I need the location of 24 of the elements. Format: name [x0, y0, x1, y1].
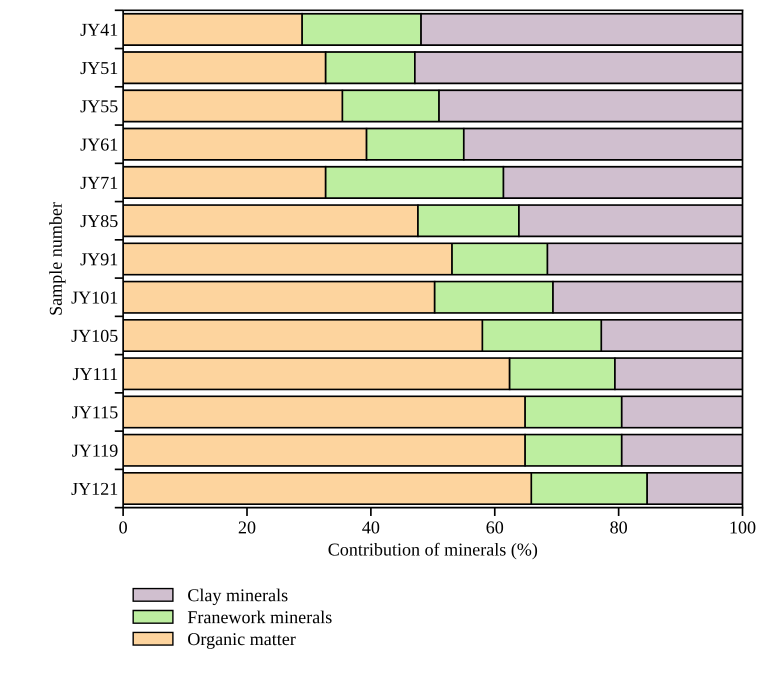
x-tick-label: 60: [486, 521, 504, 534]
legend-label: Franework minerals: [188, 610, 332, 624]
y-tick-label: JY41: [80, 24, 118, 36]
y-tick-label: JY85: [80, 214, 118, 228]
y-tick-label: JY61: [80, 138, 118, 151]
y-tick-label: JY91: [80, 253, 118, 266]
legend-label: Clay minerals: [188, 588, 288, 606]
x-tick-label: 40: [362, 521, 380, 534]
y-tick-label: JY55: [80, 100, 118, 112]
x-tick-label: 80: [610, 521, 627, 534]
x-tick-label: 0: [119, 521, 127, 534]
y-tick-label: JY51: [80, 62, 118, 74]
x-axis-title: Contribution of minerals (%): [328, 542, 538, 560]
legend-label: Organic matter: [188, 633, 296, 649]
x-tick-label: 100: [730, 521, 756, 534]
y-tick-label: JY119: [72, 444, 118, 457]
y-tick-label: JY105: [71, 330, 118, 342]
y-tick-label: JY121: [71, 482, 118, 495]
y-axis-title: Sample number: [49, 202, 66, 315]
y-tick-label: JY111: [72, 368, 118, 380]
x-tick-label: 20: [238, 521, 256, 534]
y-tick-label: JY101: [71, 291, 118, 304]
y-tick-label: JY115: [72, 406, 118, 418]
y-tick-label: JY71: [80, 176, 118, 189]
